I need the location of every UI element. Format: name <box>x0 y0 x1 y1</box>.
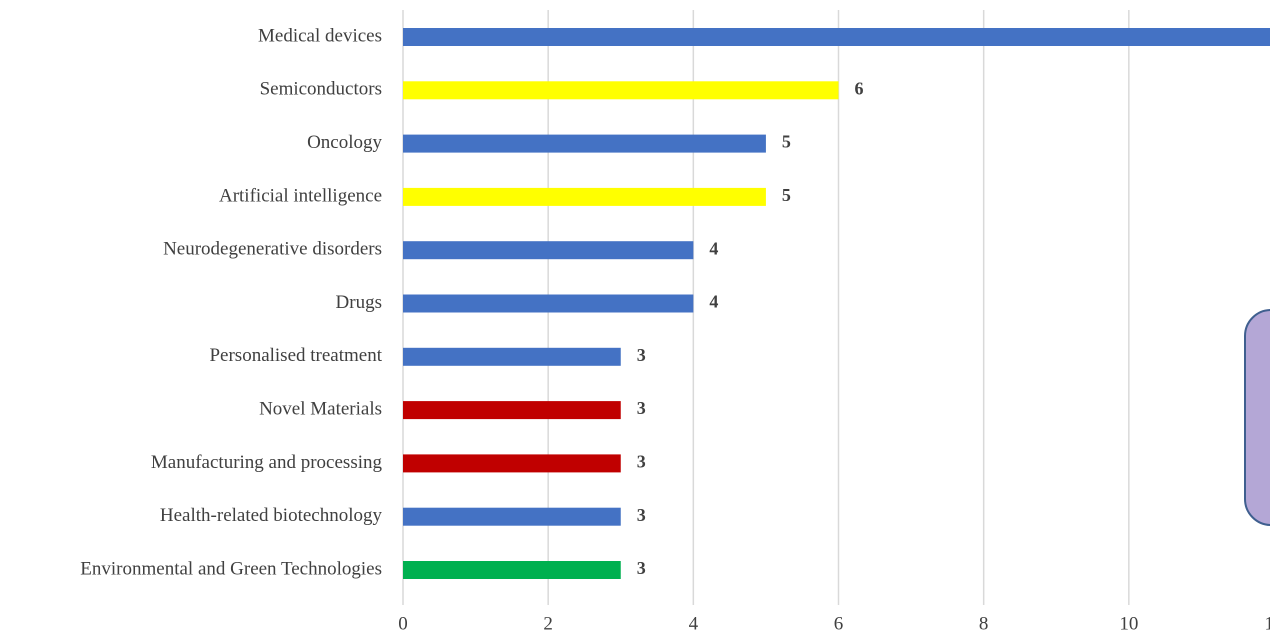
bar <box>403 294 694 313</box>
bar <box>403 561 621 579</box>
x-tick-label: 0 <box>398 613 408 634</box>
value-label: 3 <box>637 452 646 472</box>
bar <box>403 401 621 420</box>
bar <box>403 347 621 366</box>
y-tick-label: Health-related biotechnology <box>160 505 383 526</box>
value-label: 5 <box>782 185 791 205</box>
value-label: 6 <box>855 78 864 98</box>
value-label: 3 <box>637 345 646 365</box>
y-tick-label: Oncology <box>307 132 382 153</box>
value-label: 4 <box>709 292 718 312</box>
x-tick-label: 4 <box>689 613 699 634</box>
y-tick-label: Neurodegenerative disorders <box>163 239 382 260</box>
x-tick-label: 10 <box>1119 613 1138 634</box>
value-label: 3 <box>637 558 646 578</box>
x-tick-label: 6 <box>834 613 844 634</box>
y-tick-label: Personalised treatment <box>209 345 382 366</box>
bar <box>403 187 766 206</box>
x-tick-label: 8 <box>979 613 989 634</box>
y-tick-label: Drugs <box>336 292 382 313</box>
y-tick-label: Manufacturing and processing <box>151 452 383 473</box>
value-label: 3 <box>637 398 646 418</box>
bar <box>403 28 1270 46</box>
bar <box>403 81 839 100</box>
y-tick-label: Medical devices <box>258 25 382 46</box>
y-tick-label: Novel Materials <box>259 398 382 419</box>
callout-box <box>1244 309 1270 526</box>
value-label: 5 <box>782 132 791 152</box>
bar <box>403 241 694 260</box>
y-tick-label: Artificial intelligence <box>219 185 382 206</box>
value-label: 3 <box>637 505 646 525</box>
y-tick-label: Environmental and Green Technologies <box>80 558 382 579</box>
value-label: 4 <box>709 238 718 258</box>
y-tick-label: Semiconductors <box>260 79 382 100</box>
bar <box>403 454 621 473</box>
bar <box>403 507 621 526</box>
x-tick-label: 2 <box>543 613 553 634</box>
x-tick-label: 12 <box>1265 613 1270 634</box>
bar <box>403 134 766 153</box>
